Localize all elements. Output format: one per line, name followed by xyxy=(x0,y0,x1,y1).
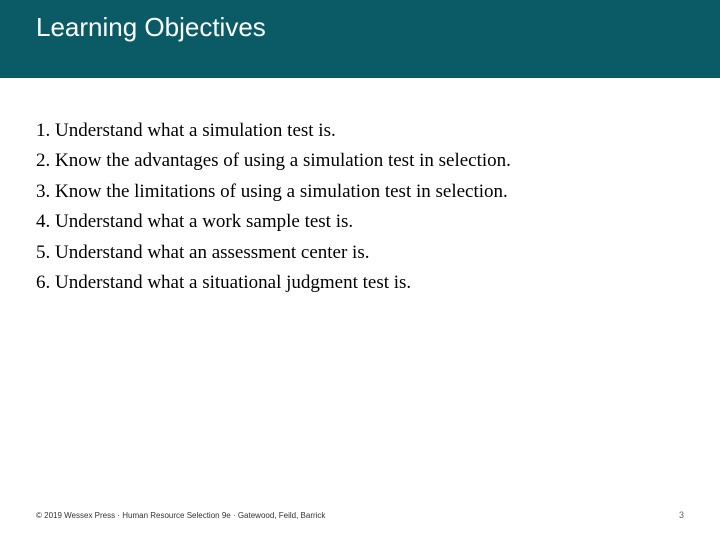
content-area: 1. Understand what a simulation test is.… xyxy=(0,78,720,298)
list-item: 4. Understand what a work sample test is… xyxy=(36,207,684,236)
copyright-text: © 2019 Wessex Press · Human Resource Sel… xyxy=(36,511,325,520)
page-title: Learning Objectives xyxy=(36,12,720,43)
header-bar: Learning Objectives xyxy=(0,0,720,78)
list-item: 1. Understand what a simulation test is. xyxy=(36,116,684,145)
footer: © 2019 Wessex Press · Human Resource Sel… xyxy=(36,510,684,520)
list-item: 3. Know the limitations of using a simul… xyxy=(36,177,684,206)
list-item: 6. Understand what a situational judgmen… xyxy=(36,268,684,297)
list-item: 5. Understand what an assessment center … xyxy=(36,238,684,267)
list-item: 2. Know the advantages of using a simula… xyxy=(36,146,684,175)
page-number: 3 xyxy=(679,510,684,520)
